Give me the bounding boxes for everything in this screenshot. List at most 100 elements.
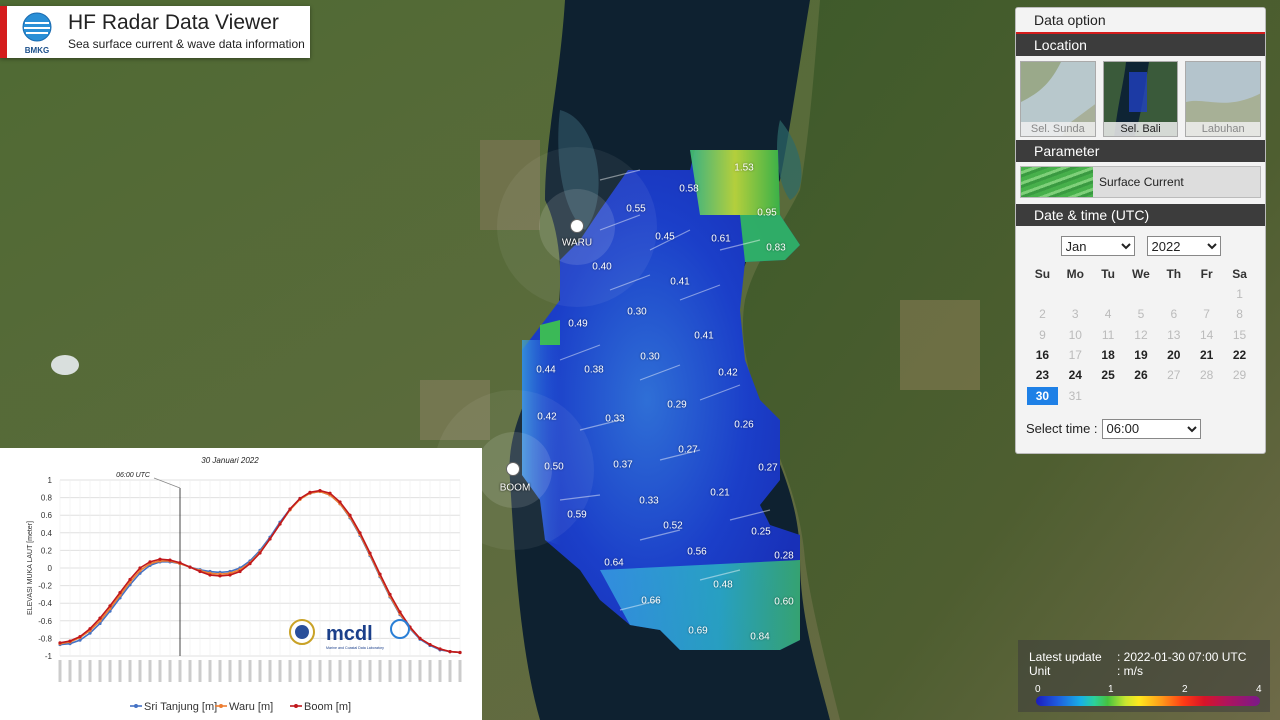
x-tick-label: [168, 660, 172, 682]
y-tick-label: 0.6: [41, 511, 53, 520]
current-speed-label: 0.41: [694, 330, 714, 342]
data-point: [308, 490, 312, 494]
parameter-label: Surface Current: [1099, 175, 1184, 189]
x-tick-label: [178, 660, 182, 682]
x-tick-label: [338, 660, 342, 682]
x-tick-label: [428, 660, 432, 682]
y-axis-label: ELEVASI MUKA LAUT [meter]: [27, 521, 34, 615]
location-thumb-bali[interactable]: Sel. Bali: [1102, 61, 1179, 137]
current-speed-label: 0.66: [641, 595, 661, 607]
data-point: [78, 638, 82, 642]
y-tick-label: -0.4: [38, 599, 52, 608]
data-point: [228, 573, 232, 577]
colorbar-tick: 0: [1035, 684, 1041, 695]
data-point: [338, 500, 342, 504]
data-point: [168, 558, 172, 562]
data-point: [388, 592, 392, 596]
data-point: [128, 577, 132, 582]
x-tick-label: [268, 660, 272, 682]
data-point: [318, 488, 322, 493]
calendar-day[interactable]: 26: [1134, 368, 1148, 383]
panel-title[interactable]: Data option: [1016, 8, 1265, 34]
surface-current-button[interactable]: Surface Current: [1020, 166, 1261, 198]
data-point: [68, 639, 72, 643]
legend-label: Boom [m]: [304, 701, 351, 713]
calendar-day: 27: [1167, 368, 1181, 383]
data-point: [298, 496, 302, 501]
calendar-empty: [1190, 385, 1223, 405]
data-point: [438, 647, 442, 651]
calendar-empty: [1223, 385, 1256, 405]
select-time-label: Select time :: [1026, 421, 1098, 437]
calendar-day: 12: [1134, 327, 1148, 342]
calendar-day[interactable]: 23: [1035, 368, 1050, 383]
calendar-empty: [1157, 385, 1190, 405]
calendar-day[interactable]: 25: [1101, 368, 1115, 383]
bmkg-logo: BMKG: [22, 12, 52, 55]
calendar-day[interactable]: 21: [1199, 348, 1214, 363]
x-tick-label: [158, 660, 162, 682]
calendar: Su Mo Tu We Th Fr Sa 1 2 3 4 5 6 7 8 9 10 11 12 13 14 15 16 17…: [1026, 264, 1256, 406]
time-select[interactable]: 06:00: [1101, 418, 1201, 439]
location-thumb-labuhan[interactable]: Labuhan: [1185, 61, 1262, 137]
calendar-day: 2: [1039, 307, 1046, 322]
calendar-empty: [1059, 284, 1092, 304]
x-tick-label: [68, 660, 72, 682]
radar-station-marker[interactable]: [570, 219, 584, 233]
data-point: [118, 591, 122, 595]
y-tick-label: -0.6: [38, 617, 52, 626]
ministry-emblem-core: [295, 625, 309, 639]
data-point: [268, 537, 272, 541]
x-tick-label: [388, 660, 392, 682]
current-speed-label: 0.84: [750, 631, 770, 643]
radar-station-marker[interactable]: [506, 462, 520, 476]
calendar-day[interactable]: 22: [1232, 348, 1247, 363]
x-tick-label: [78, 660, 82, 682]
current-speed-label: 0.28: [774, 550, 794, 562]
mcdl-logo-text: mcdl: [326, 623, 373, 645]
calendar-day: 14: [1199, 327, 1214, 342]
location-header: Location: [1016, 34, 1265, 56]
data-point: [258, 551, 262, 555]
calendar-empty: [1125, 385, 1158, 405]
current-speed-label: 0.59: [567, 509, 587, 521]
data-point: [328, 491, 332, 495]
calendar-day: 29: [1232, 368, 1247, 383]
calendar-day[interactable]: 16: [1035, 348, 1050, 363]
unit-label: Unit: [1029, 664, 1051, 678]
y-tick-label: -0.2: [38, 582, 52, 591]
calendar-empty: [1125, 284, 1158, 304]
current-speed-label: 0.56: [687, 546, 707, 558]
x-tick-label: [398, 660, 402, 682]
location-thumb-sunda[interactable]: Sel. Sunda: [1020, 61, 1096, 137]
data-point: [218, 574, 222, 578]
calendar-day[interactable]: 20: [1167, 348, 1181, 363]
y-tick-label: -0.8: [38, 634, 52, 643]
x-tick-label: [258, 660, 262, 682]
current-speed-label: 0.38: [584, 364, 604, 376]
calendar-day: 31: [1068, 388, 1082, 403]
calendar-day: 3: [1071, 307, 1079, 322]
calendar-day[interactable]: 18: [1101, 348, 1115, 363]
calendar-day[interactable]: 24: [1068, 368, 1082, 383]
calendar-day[interactable]: 30: [1026, 385, 1059, 405]
current-speed-label: 0.37: [613, 459, 633, 471]
data-point: [378, 572, 382, 576]
data-point: [248, 562, 252, 566]
x-tick-label: [208, 660, 212, 682]
current-speed-label: 0.33: [605, 413, 625, 425]
chart-title: 30 Januari 2022: [201, 456, 259, 465]
data-point: [98, 616, 102, 620]
current-speed-label: 0.58: [679, 183, 699, 195]
year-select[interactable]: 2022: [1146, 236, 1221, 256]
surface-current-swatch: [1021, 167, 1093, 197]
calendar-day[interactable]: 19: [1134, 348, 1148, 363]
app-title: HF Radar Data Viewer: [68, 11, 279, 34]
data-point: [158, 557, 162, 561]
x-tick-label: [128, 660, 132, 682]
month-select[interactable]: Jan: [1060, 236, 1135, 256]
current-speed-label: 0.48: [713, 579, 733, 591]
calendar-day: 9: [1039, 327, 1046, 342]
current-speed-label: 0.30: [627, 306, 647, 318]
current-speed-label: 0.95: [757, 207, 777, 219]
